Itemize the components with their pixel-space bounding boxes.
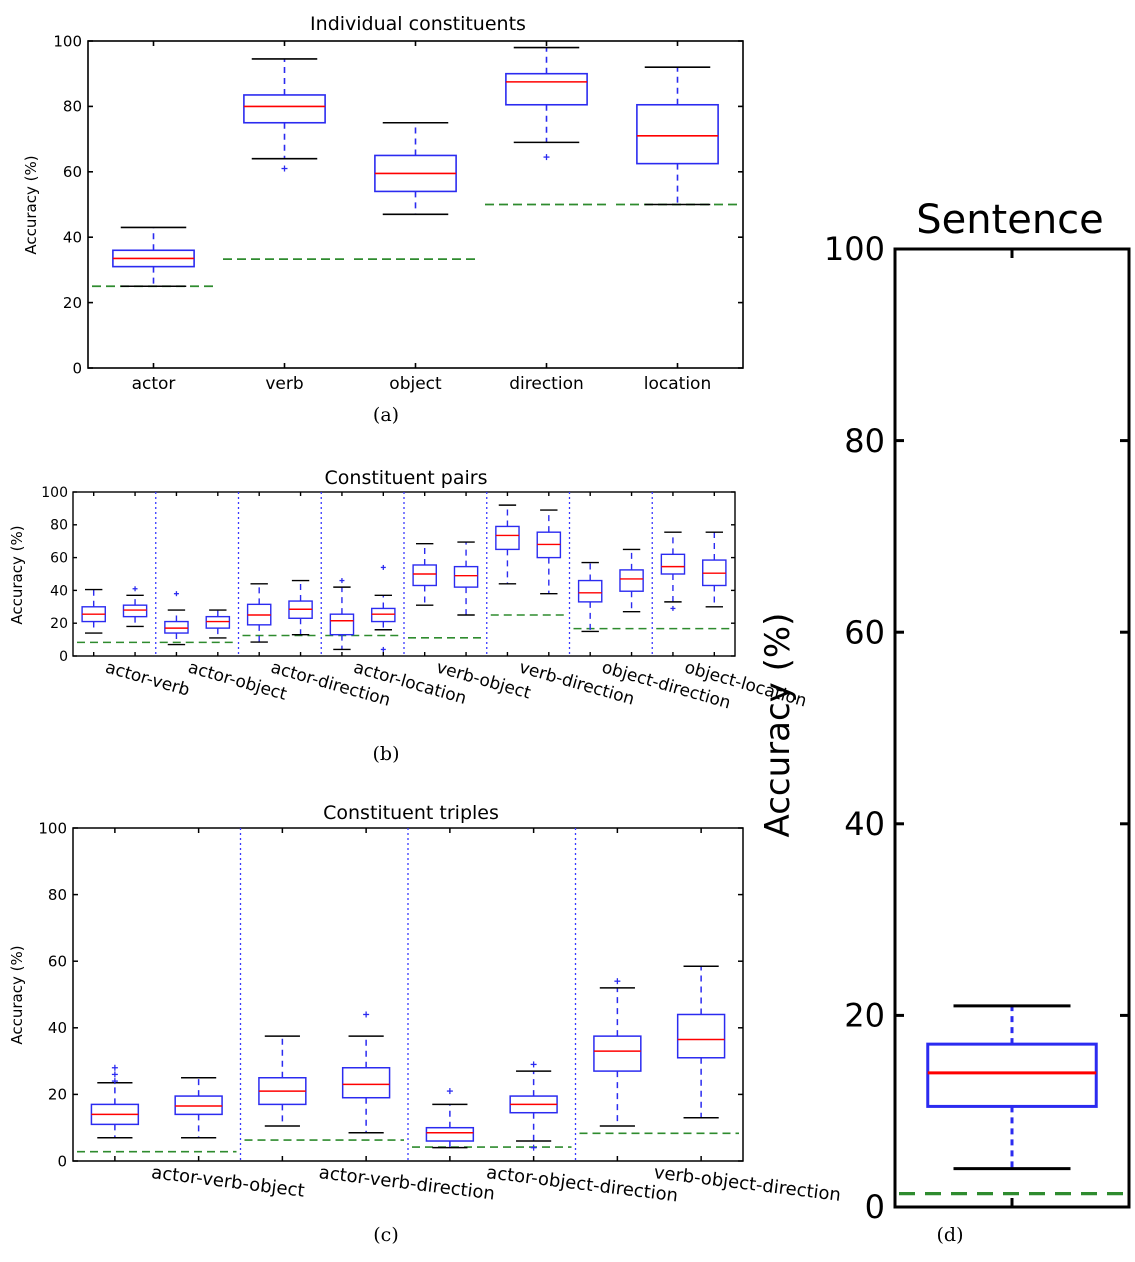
panel-c-constituent-triples: Constituent triples Accuracy (%) (c) 0 20… [8,802,842,1246]
box [174,1095,223,1116]
box [205,615,231,629]
x-category-label: location [644,374,711,394]
y-tick-label: 100 [53,32,82,50]
box [425,1126,475,1142]
y-tick-label: 100 [38,819,67,837]
x-category-label: verb-object-direction [653,1162,842,1206]
y-tick-label: 80 [63,98,82,116]
box [593,1035,642,1072]
x-category-label: actor-object-direction [485,1162,679,1206]
y-tick-label: 40 [63,228,82,246]
axes-frame [893,247,1131,1209]
box [636,103,719,165]
y-tick-label: 100 [824,230,885,268]
y-tick-label: 0 [865,1188,885,1226]
y-tick-label: 60 [63,163,82,181]
panel-d-title: Sentence [916,197,1104,243]
box [371,607,396,623]
x-category-label: actor-verb [103,658,192,701]
y-tick-label: 40 [48,1019,67,1037]
panel-b-caption: (b) [373,743,400,765]
panel-a-ylabel: Accuracy (%) [22,155,40,254]
y-tick-label: 20 [50,616,68,632]
panel-d-caption: (d) [937,1224,964,1246]
panel-d-ylabel: Accuracy (%) [758,613,798,838]
x-category-label: actor [132,374,176,394]
box [495,525,520,551]
y-tick-label: 80 [48,886,67,904]
y-tick-label: 40 [50,583,68,599]
box [926,1042,1098,1108]
y-tick-label: 40 [844,805,885,843]
panel-b-constituent-pairs: Constituent pairs Accuracy (%) (b) 0 20 40… [8,467,809,765]
panel-c-caption: (c) [373,1224,398,1246]
box [122,604,148,618]
y-tick-label: 20 [48,1086,67,1104]
x-category-label: actor-verb-direction [318,1162,496,1204]
box [243,94,326,124]
x-category-label: direction [509,374,584,394]
panel-b-ylabel: Accuracy (%) [8,525,26,624]
box [676,1013,726,1059]
box [453,565,479,588]
box [619,569,644,592]
box [660,553,686,575]
y-tick-label: 0 [57,1152,67,1170]
y-tick-label: 60 [844,613,885,651]
x-category-label: verb [265,374,303,394]
box [505,72,588,106]
panel-c-title: Constituent triples [323,802,499,824]
box [412,564,437,587]
y-tick-label: 0 [59,649,68,665]
panel-a-title: Individual constituents [310,13,526,35]
box [329,613,355,636]
y-tick-label: 0 [72,359,82,377]
box [164,620,189,634]
y-tick-label: 60 [48,952,67,970]
y-tick-label: 60 [50,551,68,567]
y-tick-label: 80 [844,422,885,460]
x-category-label: actor-verb-object [150,1162,306,1202]
panel-c-ylabel: Accuracy (%) [8,945,26,1044]
y-tick-label: 80 [50,518,68,534]
panel-a-caption: (a) [373,404,399,426]
x-category-label: object [389,374,442,394]
y-tick-label: 20 [844,997,885,1035]
y-tick-label: 20 [63,294,82,312]
y-tick-label: 100 [41,485,68,501]
panel-d-sentence: Sentence Accuracy (%) (d) 0 20 40 60 80 100 [758,197,1131,1246]
box [341,1067,391,1099]
panel-b-title: Constituent pairs [325,467,488,489]
panel-a-individual-constituents: Individual constituents Accuracy (%) (a)… [22,13,744,426]
box [577,579,603,603]
